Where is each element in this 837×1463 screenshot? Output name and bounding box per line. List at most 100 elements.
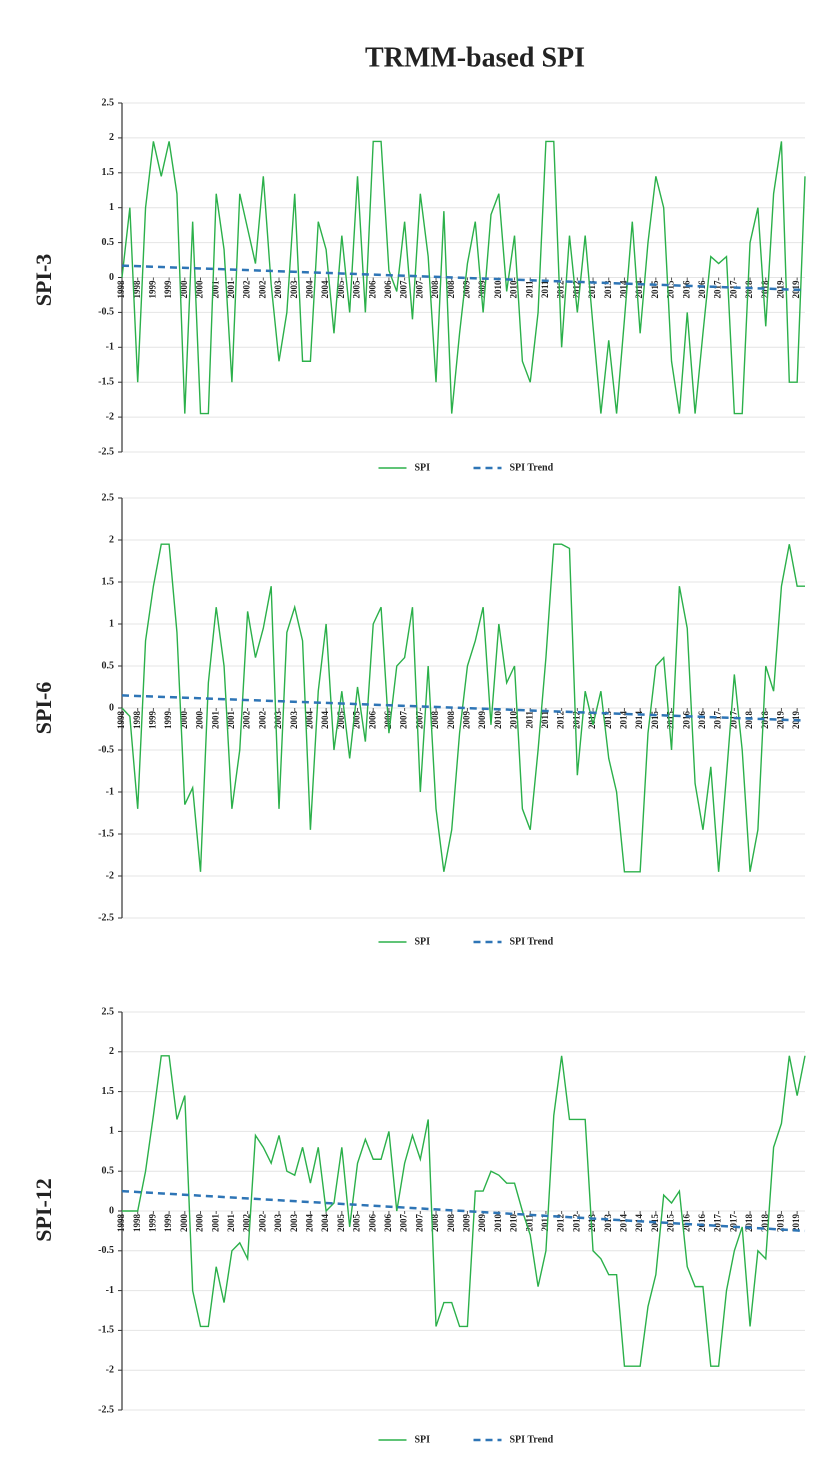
legend-label: SPI: [415, 462, 431, 473]
x-tick-label: 2008: [430, 711, 440, 730]
x-tick-label: 2006: [383, 280, 393, 299]
x-tick-label: 1998: [116, 1214, 126, 1233]
x-tick-label: 1998: [116, 280, 126, 299]
x-tick-label: 2017: [728, 280, 738, 299]
y-tick-label: 0: [109, 702, 114, 713]
x-tick-label: 2017: [728, 1214, 738, 1233]
y-axis-title: SPI-3: [31, 254, 56, 307]
x-tick-label: 2002: [257, 1214, 267, 1233]
x-tick-label: 2006: [367, 1214, 377, 1233]
y-tick-label: 0: [109, 1205, 114, 1216]
x-tick-label: 2003: [289, 1214, 299, 1233]
x-tick-label: 2014: [618, 280, 628, 299]
y-tick-label: 0.5: [102, 1165, 115, 1176]
x-tick-label: 2019: [791, 1214, 801, 1233]
x-tick-label: 2002: [242, 711, 252, 730]
x-tick-label: 2013: [603, 280, 613, 299]
x-tick-label: 2001: [226, 280, 236, 299]
figure-title: TRMM-based SPI: [365, 42, 585, 73]
x-tick-label: 2016: [681, 280, 691, 299]
x-tick-label: 2001: [210, 280, 220, 299]
legend-label: SPI Trend: [510, 936, 554, 947]
x-tick-label: 1998: [132, 711, 142, 730]
x-tick-label: 2005: [352, 711, 362, 730]
x-tick-label: 2010: [493, 1214, 503, 1233]
y-tick-label: 2.5: [102, 1006, 115, 1017]
x-tick-label: 2015: [650, 280, 660, 299]
x-tick-label: 2005: [352, 280, 362, 299]
x-tick-label: 2006: [367, 280, 377, 299]
x-tick-label: 2003: [273, 280, 283, 299]
x-tick-label: 2012: [556, 1214, 566, 1233]
x-tick-label: 2011: [524, 280, 534, 298]
x-tick-label: 2002: [257, 711, 267, 730]
x-tick-label: 2007: [399, 1214, 409, 1233]
x-tick-label: 2000: [179, 280, 189, 299]
x-tick-label: 2005: [336, 711, 346, 730]
y-tick-label: -1: [106, 1285, 114, 1296]
x-tick-label: 2016: [697, 280, 707, 299]
x-tick-label: 2013: [587, 1214, 597, 1233]
x-tick-label: 2001: [226, 1214, 236, 1233]
x-tick-label: 2010: [493, 711, 503, 730]
x-tick-label: 2000: [195, 1214, 205, 1233]
x-tick-label: 2018: [760, 1214, 770, 1233]
x-tick-label: 2011: [540, 1214, 550, 1232]
x-tick-label: 2019: [776, 711, 786, 730]
x-tick-label: 2007: [399, 711, 409, 730]
x-tick-label: 2003: [289, 711, 299, 730]
x-tick-label: 2000: [195, 711, 205, 730]
y-tick-label: 1: [109, 618, 114, 629]
x-tick-label: 2016: [697, 711, 707, 730]
x-tick-label: 2013: [603, 711, 613, 730]
x-tick-label: 2005: [336, 1214, 346, 1233]
x-tick-label: 2012: [571, 280, 581, 299]
y-tick-label: 0.5: [102, 237, 115, 248]
chart-panel: 2.5 2 1.5 1 0.5 0 -0.5 -1 -1.5 -2 -2.5 1998 1998 1999…: [31, 1006, 806, 1445]
x-tick-label: 1999: [147, 711, 157, 730]
x-tick-label: 1999: [147, 280, 157, 299]
legend-label: SPI Trend: [510, 462, 554, 473]
x-tick-label: 2017: [713, 1214, 723, 1233]
x-tick-label: 2009: [461, 711, 471, 730]
x-tick-label: 2017: [713, 711, 723, 730]
trend-line: [121, 264, 806, 292]
x-tick-label: 2014: [634, 711, 644, 730]
x-tick-label: 2004: [304, 1214, 314, 1233]
x-tick-label: 2014: [634, 280, 644, 299]
x-tick-label: 2015: [650, 711, 660, 730]
x-tick-label: 2007: [414, 711, 424, 730]
x-tick-label: 2008: [446, 711, 456, 730]
y-tick-label: 2.5: [102, 97, 115, 108]
y-axis-title: SPI-6: [31, 682, 56, 735]
x-tick-label: 2004: [304, 280, 314, 299]
y-tick-label: -0.5: [98, 1245, 114, 1256]
trend-line: [121, 1189, 806, 1233]
x-tick-label: 2010: [509, 1214, 519, 1233]
y-tick-label: 2: [109, 534, 114, 545]
legend-label: SPI Trend: [510, 1434, 554, 1445]
x-tick-label: 2013: [587, 280, 597, 299]
x-tick-label: 2013: [603, 1214, 613, 1233]
y-tick-label: 2: [109, 1046, 114, 1057]
x-tick-label: 2018: [760, 711, 770, 730]
x-tick-label: 1999: [163, 1214, 173, 1233]
x-tick-label: 2017: [728, 711, 738, 730]
x-tick-label: 2004: [320, 1214, 330, 1233]
x-tick-label: 2006: [367, 711, 377, 730]
y-tick-label: -0.5: [98, 744, 114, 755]
x-tick-label: 2004: [304, 711, 314, 730]
x-tick-label: 2000: [179, 1214, 189, 1233]
x-tick-label: 2005: [336, 280, 346, 299]
y-tick-label: -2.5: [98, 446, 114, 457]
y-tick-label: -1.5: [98, 828, 114, 839]
x-tick-label: 2014: [618, 1214, 628, 1233]
x-tick-label: 2009: [461, 280, 471, 299]
x-tick-label: 2000: [179, 711, 189, 730]
y-tick-label: -1.5: [98, 1325, 114, 1336]
x-tick-label: 2011: [524, 1214, 534, 1232]
y-tick-label: 1: [109, 1126, 114, 1137]
y-tick-label: -1: [106, 342, 114, 353]
x-tick-label: 2012: [556, 280, 566, 299]
x-tick-label: 2010: [509, 280, 519, 299]
